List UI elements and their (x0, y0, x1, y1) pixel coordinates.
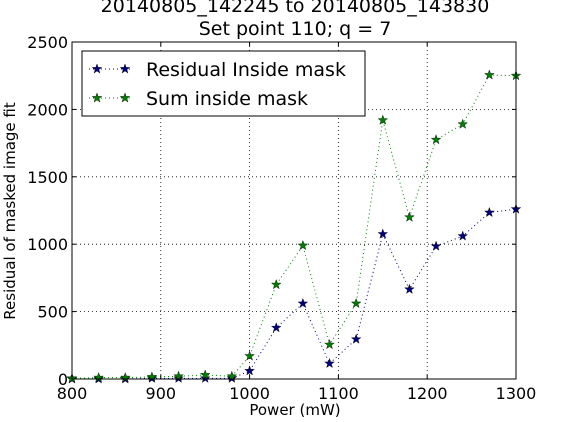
series-1 (66, 203, 522, 384)
x-tick-label: 800 (57, 384, 88, 403)
x-tick-label: 1200 (407, 384, 448, 403)
y-tick-label: 2000 (27, 100, 68, 119)
data-point (430, 240, 442, 251)
x-tick-label: 1100 (318, 384, 359, 403)
series-line (72, 74, 516, 379)
data-point (270, 322, 282, 333)
y-tick-label: 500 (37, 303, 68, 322)
data-point (484, 69, 495, 80)
legend-marker (91, 63, 103, 74)
data-point (244, 350, 255, 361)
x-axis-label: Power (mW) (249, 401, 340, 419)
series-line (72, 208, 516, 379)
data-point (350, 297, 362, 309)
series-2 (66, 69, 522, 383)
data-point (226, 370, 238, 381)
data-point (199, 369, 211, 380)
y-tick-label: 0 (58, 370, 68, 389)
plot-frame (71, 41, 517, 380)
legend-marker (119, 92, 131, 103)
data-point (324, 339, 335, 350)
data-point (270, 279, 282, 290)
y-tick-label: 1500 (27, 168, 68, 187)
data-point (173, 370, 184, 381)
legend: Residual Inside mask Sum inside mask (81, 50, 366, 117)
y-tick-label: 2500 (27, 33, 68, 52)
y-tick-label: 1000 (27, 235, 68, 254)
data-point (404, 211, 415, 222)
data-point (244, 365, 255, 376)
legend-marker (119, 63, 131, 74)
data-point (324, 357, 335, 369)
data-point (377, 228, 389, 239)
legend-box (81, 50, 366, 117)
legend-marker (91, 92, 103, 103)
data-point (350, 333, 362, 344)
data-point (430, 134, 442, 145)
data-point (457, 230, 469, 241)
data-point (119, 372, 131, 383)
chart-title-line-1: 20140805_142245 to 20140805_143830 (101, 0, 490, 17)
legend-label: Sum inside mask (146, 88, 308, 110)
axis-ticks: 800 900 1000 1100 1200 1300 0 500 1000 1500 2000 25… (27, 33, 536, 403)
data-point (297, 239, 309, 251)
x-tick-label: 1300 (496, 384, 537, 403)
x-tick-label: 1000 (229, 384, 270, 403)
data-point (297, 297, 309, 309)
series-layer (66, 69, 522, 384)
data-point (457, 118, 469, 129)
data-point (404, 283, 415, 294)
x-tick-label: 900 (146, 384, 177, 403)
data-point (93, 372, 104, 383)
chart-title-line-2: Set point 110; q = 7 (199, 18, 392, 40)
y-axis-label: Residual of masked image fit (1, 102, 19, 320)
legend-label: Residual Inside mask (146, 59, 346, 81)
data-point (484, 206, 495, 218)
data-point (199, 372, 211, 383)
data-point (377, 114, 389, 125)
